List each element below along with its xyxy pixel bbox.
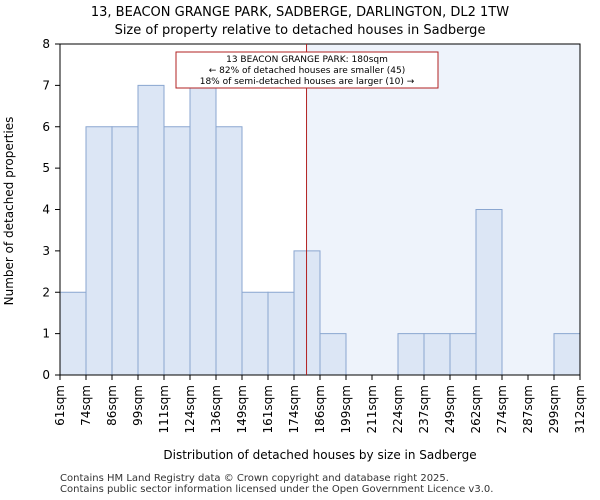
larger-region: [306, 44, 580, 375]
x-tick-label: 74sqm: [79, 385, 93, 426]
chart-title: 13, BEACON GRANGE PARK, SADBERGE, DARLIN…: [91, 5, 509, 20]
x-tick-label: 124sqm: [183, 385, 197, 433]
x-tick-label: 199sqm: [339, 385, 353, 433]
x-tick-label: 149sqm: [235, 385, 249, 433]
y-tick-label: 3: [42, 244, 50, 258]
x-tick-label: 61sqm: [53, 385, 67, 426]
x-tick-label: 174sqm: [287, 385, 301, 433]
bar-74sqm: [85, 126, 113, 376]
bar-124sqm: [189, 84, 217, 376]
plot-frame: [59, 43, 581, 376]
chart-subtitle: Size of property relative to detached ho…: [115, 23, 486, 38]
footer-line-1: Contains HM Land Registry data © Crown c…: [60, 473, 449, 484]
bar-149sqm: [241, 291, 269, 376]
y-axis-label: Number of detached properties: [2, 117, 16, 306]
x-tick-label: 287sqm: [521, 385, 535, 433]
x-tick-label: 299sqm: [547, 385, 561, 433]
bar-161sqm: [267, 291, 295, 376]
x-tick-label: 249sqm: [443, 385, 457, 433]
x-tick-label: 186sqm: [313, 385, 327, 433]
bar-61sqm: [59, 291, 87, 376]
footer-line-2: Contains public sector information licen…: [60, 484, 494, 495]
x-axis: 61sqm 74sqm 86sqm 99sqm 111sqm 124sqm 136sqm 14…: [53, 375, 587, 433]
y-tick-label: 5: [42, 161, 50, 175]
annotation-line-3: 18% of semi-detached houses are larger (…: [200, 77, 415, 87]
bar-249sqm: [449, 333, 477, 376]
bar-111sqm: [163, 126, 191, 376]
y-tick-label: 7: [42, 78, 50, 92]
annotation-line-1: 13 BEACON GRANGE PARK: 180sqm: [226, 55, 388, 65]
x-tick-label: 111sqm: [157, 385, 171, 433]
y-tick-label: 2: [42, 285, 50, 299]
x-tick-label: 312sqm: [573, 385, 587, 433]
y-tick-label: 0: [42, 368, 50, 382]
x-tick-label: 237sqm: [417, 385, 431, 433]
x-tick-label: 262sqm: [469, 385, 483, 433]
bar-136sqm: [215, 126, 243, 376]
annotation-box: 13 BEACON GRANGE PARK: 180sqm ← 82% of d…: [175, 51, 439, 89]
bar-224sqm: [397, 333, 425, 376]
x-tick-label: 136sqm: [209, 385, 223, 433]
y-tick-label: 6: [42, 120, 50, 134]
bar-237sqm: [423, 333, 451, 376]
x-tick-label: 99sqm: [131, 385, 145, 426]
bar-99sqm: [137, 84, 165, 376]
bar-186sqm: [319, 333, 347, 376]
y-axis: 0 1 2 3 4 5 6 7 8: [42, 37, 60, 382]
y-tick-label: 1: [42, 327, 50, 341]
x-tick-label: 86sqm: [105, 385, 119, 426]
x-tick-label: 274sqm: [495, 385, 509, 433]
x-tick-label: 161sqm: [261, 385, 275, 433]
y-tick-label: 8: [42, 37, 50, 51]
annotation-line-2: ← 82% of detached houses are smaller (45…: [209, 66, 406, 76]
x-tick-label: 211sqm: [365, 385, 379, 433]
y-tick-label: 4: [42, 203, 50, 217]
bar-262sqm: [475, 209, 503, 376]
x-tick-label: 224sqm: [391, 385, 405, 433]
x-axis-label: Distribution of detached houses by size …: [163, 448, 476, 462]
bar-86sqm: [111, 126, 139, 376]
bars-group: [59, 84, 581, 376]
bar-299sqm: [553, 333, 581, 376]
